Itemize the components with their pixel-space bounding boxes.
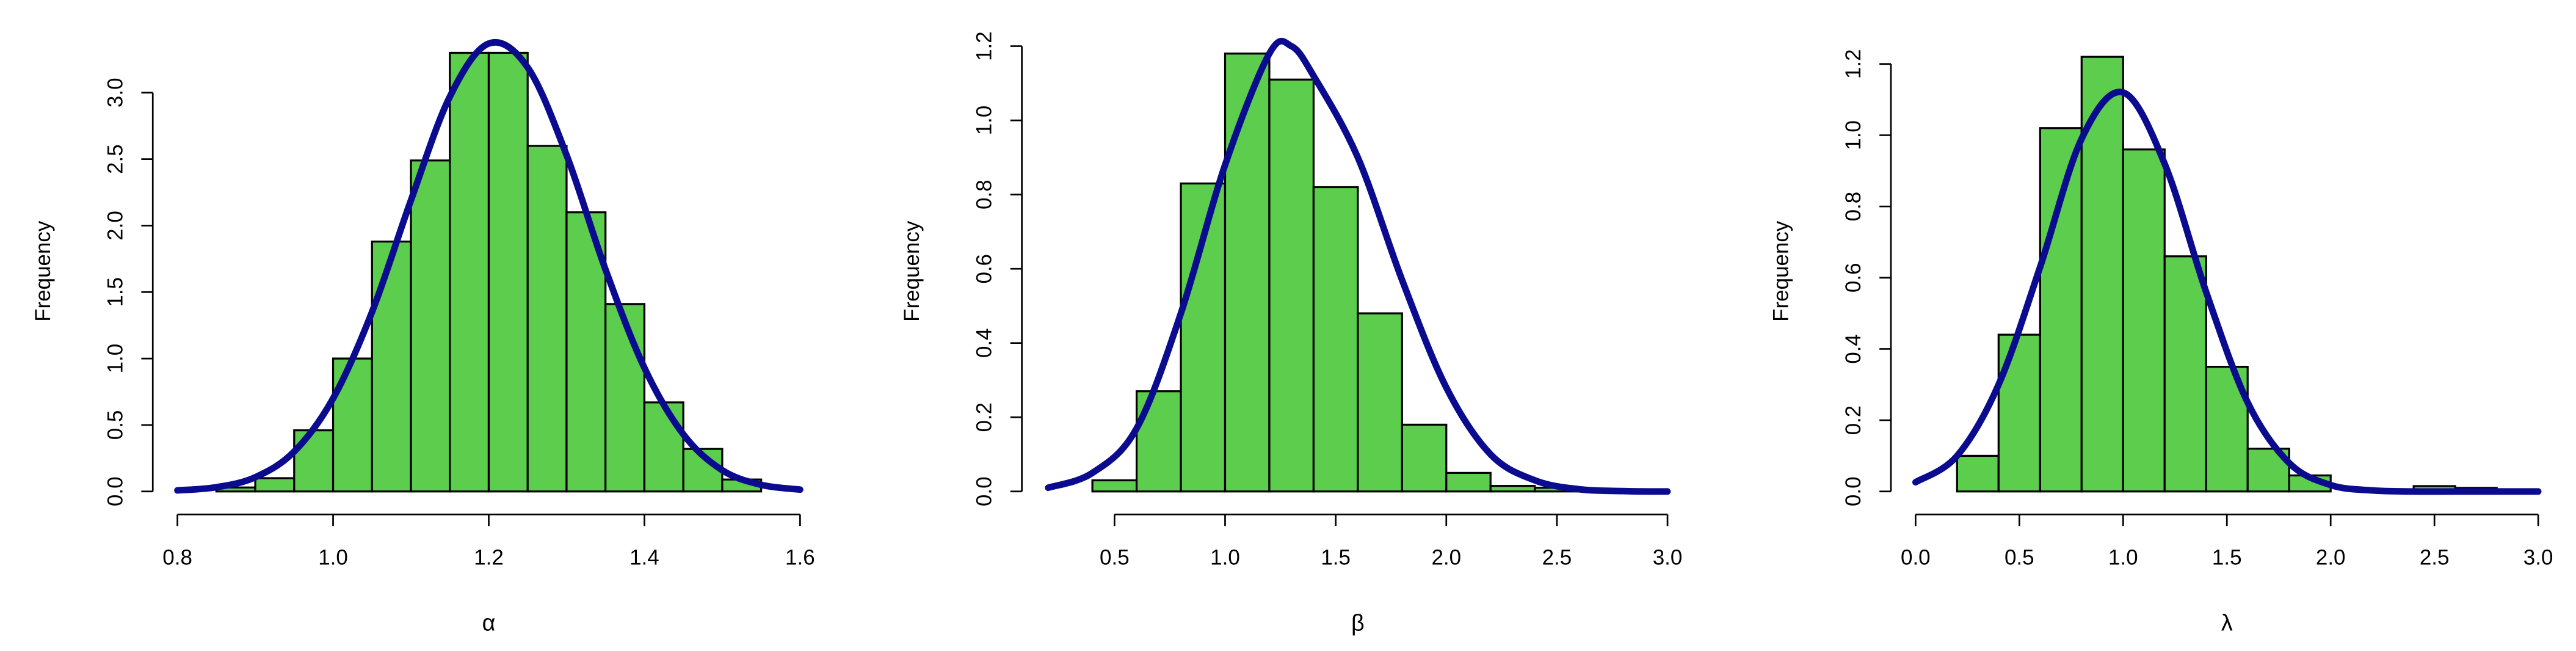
y-tick-label: 0.8 [1841, 192, 1865, 222]
x-axis-label: λ [2221, 610, 2233, 636]
x-tick-label: 2.5 [2420, 545, 2450, 569]
x-tick-label: 1.2 [474, 545, 504, 569]
bar [254, 477, 296, 493]
x-tick-label: 0.5 [2005, 545, 2034, 569]
y-tick-label: 2.0 [103, 211, 127, 241]
bar [1997, 333, 2041, 493]
bar [1312, 186, 1359, 493]
bar [1091, 479, 1138, 493]
x-tick-label: 3.0 [2523, 545, 2553, 569]
y-tick-label: 1.2 [1841, 49, 1865, 79]
bar [604, 303, 646, 493]
y-tick-label: 1.0 [103, 344, 127, 374]
x-tick-label: 2.0 [2316, 545, 2346, 569]
x-tick-label: 3.0 [1653, 545, 1683, 569]
y-tick-label: 0.0 [1841, 476, 1865, 506]
y-tick-label: 1.0 [973, 106, 996, 136]
y-tick-label: 0.4 [973, 328, 996, 358]
y-tick-label: 0.6 [973, 254, 996, 284]
y-axis-label: Frequency [900, 220, 924, 322]
bar [293, 429, 335, 493]
y-tick-label: 1.2 [973, 31, 996, 61]
bar [2205, 365, 2249, 493]
bar [643, 401, 684, 493]
bar [1445, 471, 1492, 493]
x-tick-label: 1.5 [1321, 545, 1351, 569]
x-tick-label: 1.0 [2108, 545, 2138, 569]
y-tick-label: 3.0 [103, 78, 127, 107]
bar [1268, 78, 1315, 493]
x-tick-label: 0.5 [1100, 545, 1130, 569]
bar [2122, 148, 2166, 493]
x-tick-label: 1.0 [1210, 545, 1240, 569]
y-tick-label: 2.5 [103, 144, 127, 174]
x-tick-label: 0.8 [162, 545, 192, 569]
y-tick-label: 0.2 [1841, 406, 1865, 435]
bar [1135, 390, 1182, 493]
density-curve [1912, 89, 2542, 495]
bar [332, 357, 373, 493]
y-tick-label: 0.0 [973, 476, 996, 506]
y-tick-label: 0.6 [1841, 263, 1865, 293]
bar [526, 145, 568, 493]
y-axis-label: Frequency [1769, 220, 1793, 322]
bar [410, 159, 451, 493]
x-axis-label: α [482, 610, 496, 636]
x-tick-label: 1.6 [785, 545, 815, 569]
y-tick-label: 1.5 [103, 277, 127, 307]
bar [1224, 53, 1271, 493]
x-tick-label: 2.5 [1542, 545, 1572, 569]
x-tick-label: 1.0 [318, 545, 348, 569]
y-tick-label: 1.0 [1841, 120, 1865, 150]
bar [1401, 423, 1448, 493]
bar [2163, 255, 2207, 493]
x-tick-label: 1.5 [2212, 545, 2242, 569]
bar [2039, 127, 2083, 493]
y-tick-label: 0.2 [973, 402, 996, 432]
x-tick-label: 0.0 [1901, 545, 1931, 569]
x-tick-label: 2.0 [1431, 545, 1461, 569]
density-curve [174, 38, 804, 494]
bar [1956, 454, 2000, 493]
x-axis-label: β [1351, 610, 1365, 636]
density-curve [1045, 37, 1671, 495]
x-tick-label: 1.4 [629, 545, 659, 569]
bar [449, 51, 490, 493]
bar [371, 240, 412, 493]
bar [487, 51, 529, 493]
bar [1489, 485, 1536, 493]
bar [1357, 312, 1403, 493]
y-tick-label: 0.5 [103, 410, 127, 440]
y-tick-label: 0.8 [973, 180, 996, 209]
y-tick-label: 0.0 [103, 476, 127, 506]
y-tick-label: 0.4 [1841, 334, 1865, 364]
y-axis-label: Frequency [31, 220, 55, 322]
